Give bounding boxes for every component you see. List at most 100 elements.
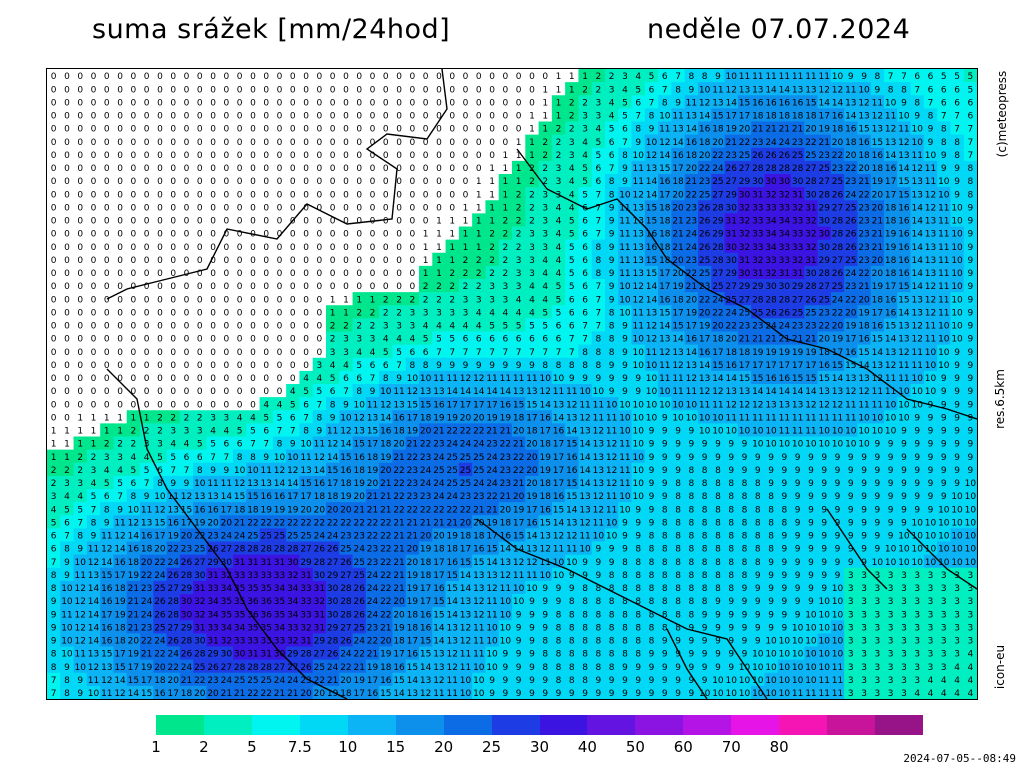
grid-value: 2 bbox=[144, 427, 150, 437]
grid-value: 26 bbox=[699, 243, 711, 253]
grid-value: 22 bbox=[393, 492, 404, 502]
grid-value: 0 bbox=[436, 138, 442, 148]
grid-value: 7 bbox=[595, 322, 601, 332]
grid-value: 0 bbox=[370, 269, 376, 279]
grid-value: 17 bbox=[300, 492, 311, 502]
grid-value: 9 bbox=[210, 466, 216, 476]
grid-value: 5 bbox=[237, 427, 243, 437]
precip-cell bbox=[857, 82, 872, 96]
grid-value: 2 bbox=[91, 453, 97, 463]
grid-value: 0 bbox=[463, 164, 469, 174]
grid-value: 1 bbox=[569, 72, 575, 82]
map-title: suma srážek [mm/24hod] bbox=[92, 14, 451, 45]
grid-value: 10 bbox=[951, 230, 963, 240]
grid-value: 0 bbox=[263, 112, 269, 122]
grid-value: 0 bbox=[130, 282, 136, 292]
grid-value: 0 bbox=[77, 335, 83, 345]
grid-value: 7 bbox=[675, 72, 681, 82]
grid-value: 18 bbox=[725, 348, 737, 358]
grid-value: 9 bbox=[662, 413, 668, 423]
grid-value: 0 bbox=[343, 190, 349, 200]
grid-value: 0 bbox=[463, 125, 469, 135]
grid-value: 0 bbox=[290, 177, 296, 187]
grid-value: 3 bbox=[516, 282, 522, 292]
grid-value: 25 bbox=[699, 190, 710, 200]
grid-value: 22 bbox=[446, 427, 457, 437]
grid-value: 3 bbox=[423, 308, 429, 318]
precip-cell bbox=[963, 134, 977, 149]
grid-value: 0 bbox=[476, 164, 482, 174]
precip-cell bbox=[751, 147, 766, 162]
grid-value: 0 bbox=[130, 269, 136, 279]
grid-value: 10 bbox=[911, 387, 923, 397]
grid-value: 1 bbox=[529, 125, 535, 135]
grid-value: 4 bbox=[223, 427, 229, 437]
precip-cell bbox=[937, 174, 952, 188]
grid-value: 12 bbox=[911, 164, 922, 174]
grid-value: 0 bbox=[117, 308, 123, 318]
grid-value: 20 bbox=[526, 453, 538, 463]
grid-value: 0 bbox=[51, 190, 57, 200]
grid-value: 9 bbox=[954, 466, 960, 476]
grid-value: 0 bbox=[130, 125, 136, 135]
grid-value: 0 bbox=[489, 85, 495, 95]
grid-value: 32 bbox=[805, 217, 816, 227]
grid-value: 17 bbox=[805, 361, 816, 371]
grid-value: 11 bbox=[632, 164, 643, 174]
grid-value: 2 bbox=[489, 230, 495, 240]
grid-value: 1 bbox=[91, 427, 97, 437]
grid-value: 10 bbox=[340, 413, 352, 423]
grid-value: 0 bbox=[449, 164, 455, 174]
grid-value: 16 bbox=[885, 308, 897, 318]
grid-value: 28 bbox=[765, 295, 777, 305]
precip-cell bbox=[817, 95, 832, 109]
grid-value: 9 bbox=[967, 427, 973, 437]
precip-cell bbox=[684, 108, 699, 123]
grid-value: 9 bbox=[914, 453, 920, 463]
precip-cell bbox=[565, 160, 580, 175]
grid-value: 0 bbox=[51, 282, 57, 292]
grid-value: 0 bbox=[130, 177, 136, 187]
grid-value: 0 bbox=[184, 164, 190, 174]
grid-value: 0 bbox=[130, 230, 136, 240]
grid-value: 26 bbox=[832, 269, 844, 279]
grid-value: 11 bbox=[566, 387, 577, 397]
grid-value: 14 bbox=[911, 243, 923, 253]
grid-value: 0 bbox=[489, 125, 495, 135]
grid-value: 10 bbox=[832, 427, 844, 437]
grid-value: 4 bbox=[144, 453, 150, 463]
grid-value: 7 bbox=[370, 374, 376, 384]
grid-value: 17 bbox=[885, 190, 896, 200]
grid-value: 0 bbox=[250, 72, 256, 82]
grid-value: 23 bbox=[486, 440, 497, 450]
grid-value: 0 bbox=[197, 256, 203, 266]
grid-value: 20 bbox=[393, 440, 405, 450]
grid-value: 5 bbox=[941, 72, 947, 82]
grid-value: 2 bbox=[595, 85, 601, 95]
grid-value: 0 bbox=[184, 190, 190, 200]
grid-value: 9 bbox=[675, 466, 681, 476]
grid-value: 0 bbox=[476, 112, 482, 122]
grid-value: 0 bbox=[170, 308, 176, 318]
grid-value: 9 bbox=[941, 492, 947, 502]
grid-value: 15 bbox=[898, 190, 909, 200]
grid-value: 12 bbox=[181, 492, 192, 502]
grid-value: 15 bbox=[898, 295, 909, 305]
grid-value: 0 bbox=[117, 374, 123, 384]
precip-cell bbox=[698, 174, 712, 188]
grid-value: 15 bbox=[526, 400, 537, 410]
grid-value: 1 bbox=[529, 112, 535, 122]
grid-value: 2 bbox=[197, 413, 203, 423]
grid-value: 0 bbox=[77, 72, 83, 82]
grid-value: 11 bbox=[619, 479, 630, 489]
grid-value: 10 bbox=[752, 427, 764, 437]
grid-value: 0 bbox=[223, 230, 229, 240]
grid-value: 29 bbox=[725, 269, 737, 279]
grid-value: 8 bbox=[768, 505, 774, 515]
grid-value: 0 bbox=[449, 138, 455, 148]
grid-value: 0 bbox=[117, 361, 123, 371]
grid-value: 0 bbox=[290, 335, 296, 345]
precip-cell bbox=[551, 160, 566, 175]
grid-value: 9 bbox=[609, 374, 615, 384]
grid-value: 21 bbox=[367, 505, 378, 515]
